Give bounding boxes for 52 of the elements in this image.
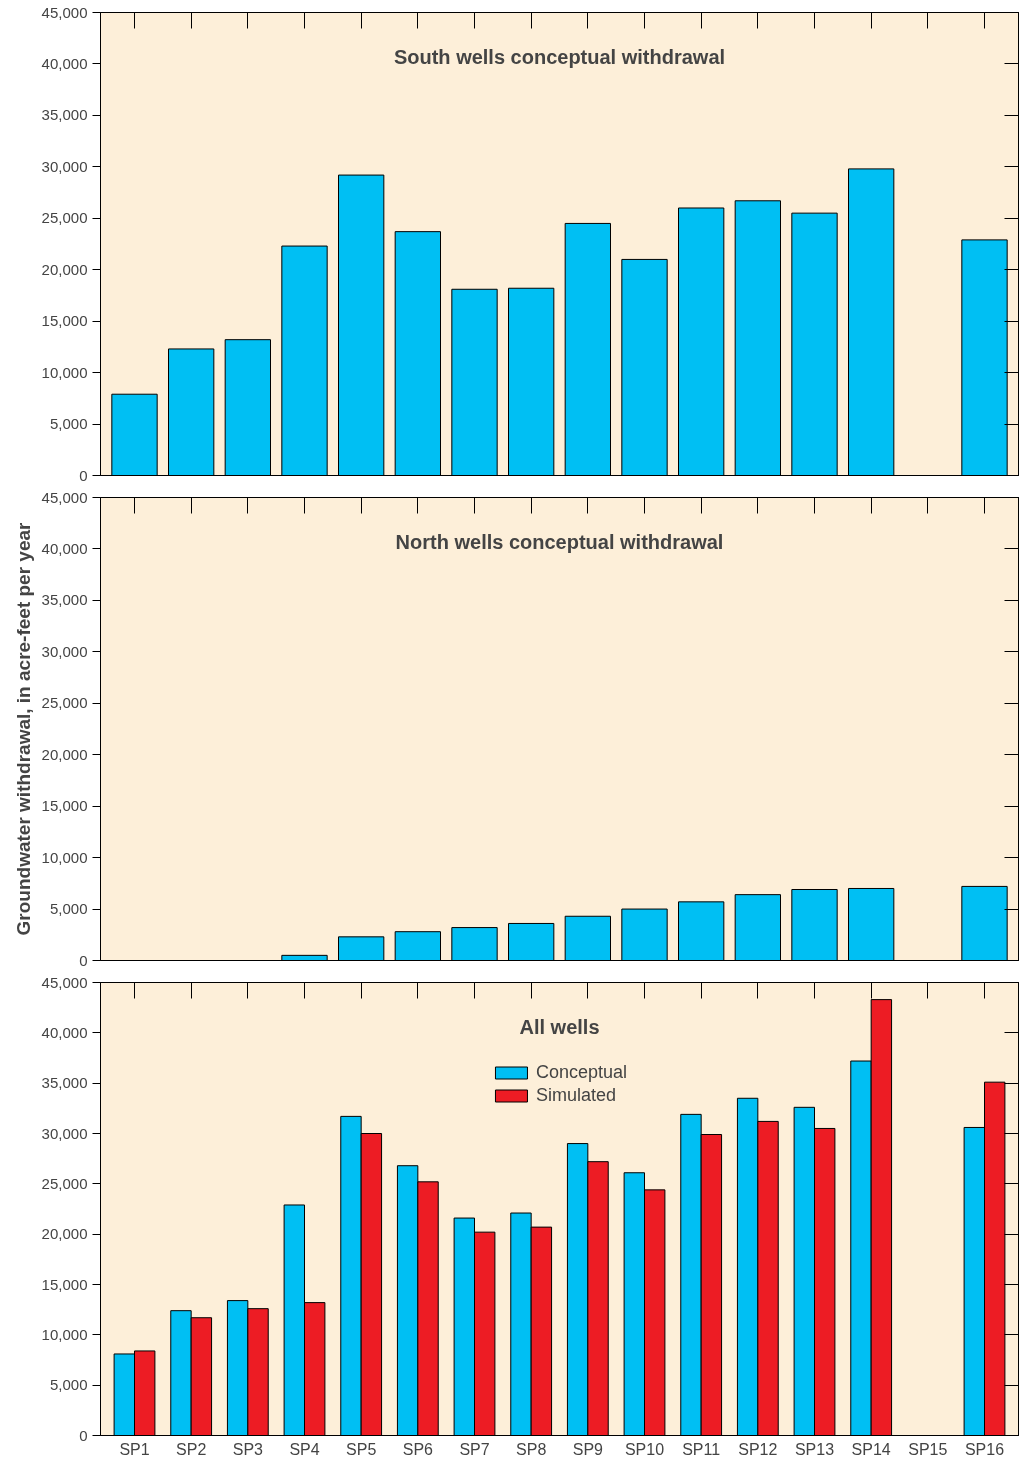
y-tick-label: 5,000: [49, 1376, 88, 1394]
y-tick-label: 40,000: [41, 1023, 88, 1041]
x-tick-label: SP12: [738, 1440, 778, 1458]
x-tick-label: SP8: [516, 1440, 547, 1458]
y-tick-label: 30,000: [41, 1124, 88, 1142]
x-tick-label: SP6: [402, 1440, 434, 1458]
x-tick-label: SP3: [232, 1440, 264, 1458]
x-tick-label: SP2: [176, 1440, 207, 1458]
y-tick-label: 25,000: [41, 1174, 88, 1192]
y-tick-label: 0: [79, 951, 88, 969]
legend-label: Conceptual: [535, 1062, 628, 1083]
y-tick-label: 25,000: [41, 209, 88, 227]
x-tick-label: SP13: [794, 1440, 835, 1458]
y-tick-label: 20,000: [41, 745, 88, 763]
x-tick-label: SP15: [908, 1440, 948, 1458]
x-tick-label: SP1: [119, 1440, 150, 1458]
x-tick-label: SP4: [289, 1440, 320, 1458]
x-tick-label: SP9: [572, 1440, 604, 1458]
y-tick-label: 20,000: [41, 1225, 88, 1243]
x-tick-label: SP10: [624, 1440, 665, 1458]
y-tick-label: 45,000: [41, 488, 88, 506]
y-axis-title: Groundwater withdrawal, in acre-feet per year: [12, 521, 34, 936]
x-tick-label: SP5: [346, 1440, 377, 1458]
y-tick-label: 15,000: [41, 797, 88, 815]
x-tick-label: SP7: [459, 1440, 490, 1458]
x-tick-label: SP16: [964, 1440, 1005, 1458]
y-tick-label: 15,000: [41, 1275, 88, 1293]
y-tick-label: 35,000: [41, 106, 88, 124]
text: South wells conceptual withdrawal: [393, 45, 726, 68]
y-tick-label: 30,000: [41, 642, 88, 660]
y-tick-label: 10,000: [41, 363, 88, 381]
y-tick-label: 45,000: [41, 3, 88, 21]
y-tick-label: 0: [79, 466, 88, 484]
y-tick-label: 35,000: [41, 1074, 88, 1092]
y-tick-label: 40,000: [41, 539, 88, 557]
y-tick-label: 40,000: [41, 54, 88, 72]
y-tick-label: 15,000: [41, 312, 88, 330]
y-tick-label: 10,000: [41, 1325, 88, 1343]
x-tick-label: SP14: [851, 1440, 891, 1458]
y-tick-label: 10,000: [41, 848, 88, 866]
x-tick-label: SP11: [682, 1440, 721, 1458]
legend-label: Simulated: [535, 1085, 617, 1106]
y-tick-label: 30,000: [41, 157, 88, 175]
y-tick-label: 20,000: [41, 260, 88, 278]
y-tick-label: 35,000: [41, 591, 88, 609]
y-tick-label: 45,000: [41, 973, 88, 991]
y-tick-label: 0: [79, 1426, 88, 1444]
text: North wells conceptual withdrawal: [395, 530, 724, 553]
y-tick-label: 5,000: [49, 900, 88, 918]
y-tick-label: 5,000: [49, 415, 88, 433]
y-tick-label: 25,000: [41, 694, 88, 712]
text: All wells: [519, 1015, 600, 1038]
